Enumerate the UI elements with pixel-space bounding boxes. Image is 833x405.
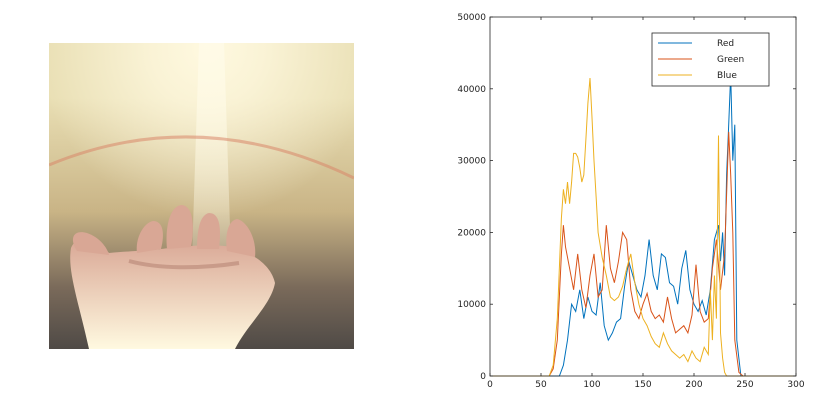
hand-sunlight-photo xyxy=(49,43,354,349)
thumb xyxy=(72,232,109,255)
plot-area xyxy=(490,74,796,377)
finger-ring xyxy=(197,213,220,249)
axes: 0 50 100 150 200 250 300 0 10000 20000 30000 40000 5… xyxy=(457,13,804,390)
histogram-svg: 0 50 100 150 200 250 300 0 10000 20000 30000 40000 5… xyxy=(457,13,804,390)
x-tick-label: 0 xyxy=(487,380,493,390)
legend: Red Green Blue xyxy=(651,32,770,87)
legend-label-blue: Blue xyxy=(717,71,737,81)
x-tick-label: 150 xyxy=(634,380,651,390)
x-tick-label: 250 xyxy=(736,380,753,390)
rgb-histogram-chart: 0 50 100 150 200 250 300 0 10000 20000 30000 40000 5… xyxy=(440,0,833,405)
finger-little xyxy=(226,219,256,257)
lens-flare-arc xyxy=(49,135,354,180)
x-tick-label: 200 xyxy=(685,380,702,390)
series-line-green xyxy=(490,131,796,377)
photo-canvas xyxy=(49,43,354,349)
y-tick-label: 30000 xyxy=(457,157,486,167)
legend-label-red: Red xyxy=(717,39,734,49)
finger-index xyxy=(136,221,163,253)
x-tick-label: 100 xyxy=(583,380,600,390)
x-tick-label: 50 xyxy=(535,380,547,390)
open-palm-hand xyxy=(70,239,275,349)
y-tick-label: 10000 xyxy=(457,300,486,310)
x-tick-label: 300 xyxy=(787,380,804,390)
palm-crease xyxy=(128,259,240,270)
y-tick-label: 40000 xyxy=(457,85,486,95)
legend-label-green: Green xyxy=(717,55,744,65)
finger-middle xyxy=(166,205,193,249)
series-line-blue xyxy=(490,77,796,377)
series-line-red xyxy=(490,74,796,377)
y-tick-label: 20000 xyxy=(457,228,486,238)
y-tick-label: 0 xyxy=(480,372,486,382)
y-tick-label: 50000 xyxy=(457,13,486,23)
